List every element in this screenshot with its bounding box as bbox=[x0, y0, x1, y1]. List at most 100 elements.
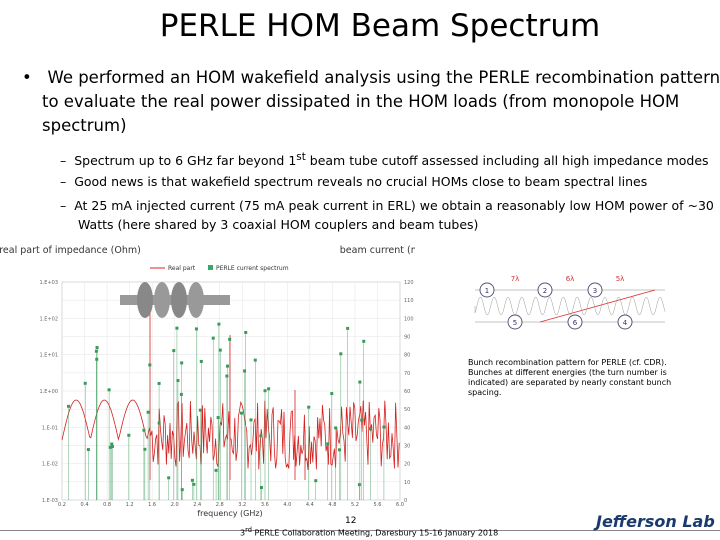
marker bbox=[339, 352, 343, 356]
spacing-label: 5λ bbox=[616, 275, 625, 283]
marker bbox=[110, 442, 114, 446]
marker bbox=[216, 416, 220, 420]
marker bbox=[259, 486, 263, 490]
marker bbox=[337, 448, 341, 452]
y-right-tick: 0 bbox=[404, 498, 407, 504]
marker bbox=[108, 445, 112, 449]
y-right-tick: 30 bbox=[404, 444, 410, 450]
text: PERLE Collaboration Meeting, Daresbury 1… bbox=[251, 528, 499, 538]
y-left-tick: 1.E-01 bbox=[42, 425, 58, 431]
y-right-tick: 70 bbox=[404, 371, 410, 377]
marker bbox=[217, 322, 221, 326]
marker bbox=[228, 337, 232, 341]
spacing-label: 6λ bbox=[566, 275, 575, 283]
x-tick: 5.6 bbox=[373, 502, 381, 508]
diagram: 1 2 3 5 6 4 7λ 6λ 5λ bbox=[474, 275, 666, 330]
text: beam tube cutoff assessed including all … bbox=[305, 153, 709, 169]
marker bbox=[334, 426, 338, 430]
x-tick: 6.0 bbox=[396, 502, 404, 508]
legend-label: Real part bbox=[168, 265, 196, 272]
marker bbox=[214, 468, 218, 472]
y-left-tick: 1.E-03 bbox=[42, 498, 58, 504]
node bbox=[567, 314, 583, 330]
text: 3 bbox=[240, 528, 246, 538]
y-right-tick: 110 bbox=[404, 298, 414, 304]
x-tick: 0.2 bbox=[58, 502, 66, 508]
text: At 25 mA injected current (75 mA peak cu… bbox=[74, 198, 714, 232]
node-label: 1 bbox=[485, 287, 489, 295]
x-tick: 4.4 bbox=[306, 502, 314, 508]
cavity-icon bbox=[120, 282, 230, 318]
marker bbox=[95, 357, 99, 361]
marker bbox=[194, 327, 198, 331]
marker bbox=[249, 418, 253, 422]
marker bbox=[167, 476, 171, 480]
x-tick: 2.4 bbox=[193, 502, 201, 508]
x-tick: 3.2 bbox=[238, 502, 246, 508]
node-label: 6 bbox=[573, 319, 578, 327]
marker bbox=[176, 379, 180, 383]
x-tick: 2.0 bbox=[171, 502, 179, 508]
text: Spectrum up to 6 GHz far beyond 1 bbox=[74, 153, 297, 169]
page-number: 12 bbox=[345, 516, 357, 526]
marker bbox=[95, 346, 99, 350]
marker bbox=[148, 363, 152, 367]
x-tick: 4.8 bbox=[328, 502, 336, 508]
marker bbox=[330, 392, 334, 396]
marker bbox=[179, 392, 183, 396]
y-right-tick: 50 bbox=[404, 407, 410, 413]
y-right-tick: 40 bbox=[404, 425, 410, 431]
marker bbox=[253, 358, 257, 362]
marker bbox=[157, 421, 161, 425]
marker bbox=[199, 359, 203, 363]
legend-label: PERLE current spectrum bbox=[216, 265, 289, 272]
y-right-tick: 90 bbox=[404, 335, 410, 341]
marker bbox=[360, 418, 364, 422]
marker bbox=[226, 364, 230, 368]
marker bbox=[244, 330, 248, 334]
marker bbox=[211, 336, 215, 340]
sub-bullet: – Spectrum up to 6 GHz far beyond 1st be… bbox=[60, 151, 709, 169]
marker bbox=[198, 408, 202, 412]
marker bbox=[362, 339, 366, 343]
x-tick: 4.0 bbox=[283, 502, 291, 508]
x-tick: 1.2 bbox=[126, 502, 134, 508]
y-left-label: real part of impedance (Ohm) bbox=[0, 245, 141, 256]
marker bbox=[267, 387, 271, 391]
node-label: 3 bbox=[593, 287, 597, 295]
sup: st bbox=[296, 151, 306, 163]
x-tick: 0.8 bbox=[103, 502, 111, 508]
marker bbox=[67, 404, 71, 408]
legend-swatch bbox=[208, 265, 213, 270]
y-right-tick: 80 bbox=[404, 353, 410, 359]
marker bbox=[358, 380, 362, 384]
node-label: 5 bbox=[513, 319, 517, 327]
marker bbox=[263, 389, 267, 393]
marker bbox=[357, 483, 361, 487]
marker bbox=[83, 381, 87, 385]
node bbox=[479, 282, 495, 298]
sub-bullet: – At 25 mA injected current (75 mA peak … bbox=[60, 198, 714, 232]
node-label: 2 bbox=[543, 287, 547, 295]
marker bbox=[239, 411, 243, 415]
y-left-tick: 1.E+00 bbox=[40, 389, 58, 395]
marker bbox=[259, 434, 263, 438]
x-tick: 5.2 bbox=[351, 502, 359, 508]
marker bbox=[180, 361, 184, 365]
marker bbox=[127, 433, 131, 437]
marker bbox=[326, 442, 330, 446]
y-right-label: beam current (mA) bbox=[340, 245, 415, 256]
title: PERLE HOM Beam Spectrum bbox=[159, 8, 601, 44]
marker bbox=[86, 448, 90, 452]
y-right-tick: 120 bbox=[404, 280, 414, 286]
impedance-figure: real part of impedance (Ohm) beam curren… bbox=[0, 245, 415, 518]
logo: Jefferson Lab bbox=[596, 512, 715, 531]
sub-bullet: – Good news is that wakefield spectrum r… bbox=[60, 174, 648, 189]
marker bbox=[368, 427, 372, 431]
marker bbox=[157, 381, 161, 385]
x-tick: 2.8 bbox=[216, 502, 224, 508]
marker bbox=[146, 410, 150, 414]
y-right-tick: 20 bbox=[404, 462, 410, 468]
marker bbox=[382, 425, 386, 429]
